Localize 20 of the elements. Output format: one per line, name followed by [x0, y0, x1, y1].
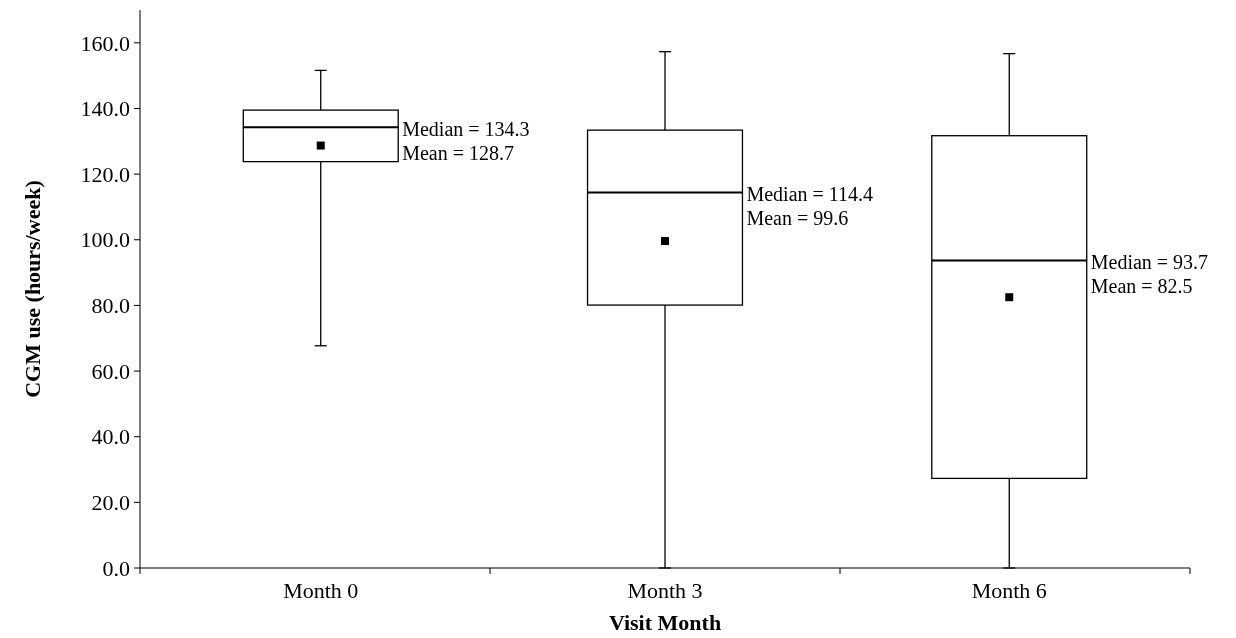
- y-axis-title: CGM use (hours/week): [20, 180, 45, 398]
- annotation: Mean = 82.5: [1090, 275, 1193, 298]
- annotation: Median = 114.4: [746, 183, 874, 206]
- y-tick-label: 40.0: [91, 424, 130, 450]
- y-tick-label: 160.0: [80, 30, 130, 56]
- annotation: Mean = 99.6: [746, 207, 849, 230]
- annotation: Median = 93.7: [1090, 251, 1209, 274]
- annotation: Median = 134.3: [402, 118, 530, 141]
- y-tick-label: 120.0: [80, 161, 130, 187]
- annotation: Mean = 128.7: [402, 142, 515, 165]
- y-tick-label: 20.0: [91, 490, 130, 516]
- x-tick-label: Month 6: [971, 578, 1047, 603]
- y-tick-label: 140.0: [80, 96, 130, 122]
- y-tick-label: 60.0: [91, 358, 130, 384]
- y-tick-label: 0.0: [102, 555, 130, 581]
- y-tick-label: 80.0: [91, 293, 130, 319]
- x-tick-label: Month 0: [283, 578, 359, 603]
- y-tick-label: 100.0: [80, 227, 130, 253]
- x-tick-label: Month 3: [627, 578, 703, 603]
- x-axis-title: Visit Month: [608, 610, 722, 635]
